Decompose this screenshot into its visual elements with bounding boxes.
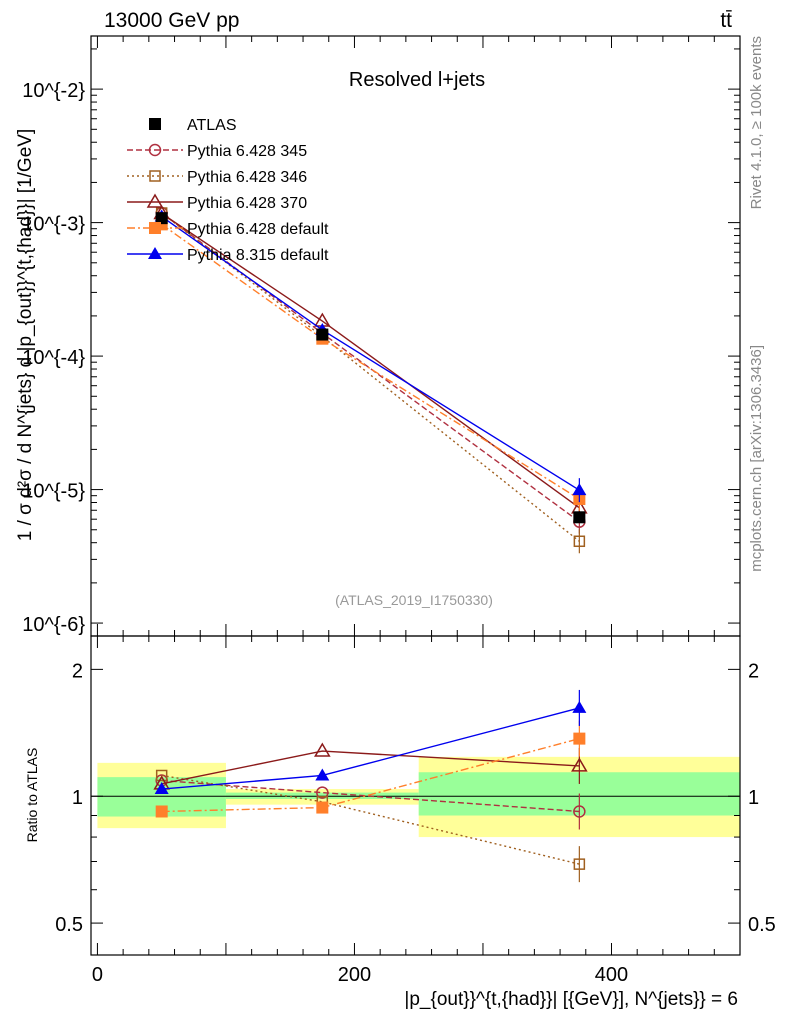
legend-entry: Pythia 6.428 345 (187, 143, 307, 160)
legend-entry: Pythia 6.428 346 (187, 169, 307, 186)
ratio-point-0 (573, 805, 586, 818)
ratio-point-2 (571, 757, 588, 772)
ratio-point-1 (573, 858, 586, 870)
ratio-point-3 (155, 805, 168, 818)
data-point-0 (155, 212, 168, 225)
series-line-4 (161, 223, 580, 500)
data-point-2 (573, 535, 586, 548)
chart-title: Resolved l+jets (349, 69, 485, 91)
legend-marker (148, 247, 162, 259)
legend-marker (148, 143, 162, 157)
ratio-y-axis-title: Ratio to ATLAS (24, 748, 40, 843)
legend-marker (149, 170, 161, 182)
x-tick-label: 400 (595, 964, 628, 986)
process-label: tt̄ (720, 9, 732, 32)
legend-marker (149, 118, 161, 130)
data-point-0 (573, 511, 586, 524)
analysis-id-label: (ATLAS_2019_I1750330) (335, 592, 493, 608)
collision-label: 13000 GeV pp (104, 9, 239, 32)
ratio-y-tick-label: 0.5 (55, 914, 83, 936)
x-axis-title: |p_{out}}^{t,{had}}| [{GeV}], N^{jets}} … (404, 989, 738, 1010)
legend-entry: Pythia 8.315 default (187, 247, 329, 264)
series-line-3 (161, 212, 580, 509)
y-tick-label: 10^{-3} (22, 214, 85, 236)
series-line-2 (161, 212, 580, 542)
ratio-y-tick-label: 0.5 (748, 914, 776, 936)
ratio-point-3 (316, 801, 329, 814)
data-point-5 (572, 483, 587, 496)
ratio-point-4 (315, 768, 330, 781)
mcplots-reference-label: mcplots.cern.ch [arXiv:1306.3436] (748, 345, 765, 572)
legend-entry: Pythia 6.428 default (187, 221, 329, 238)
ratio-point-3 (573, 732, 586, 745)
ratio-plot-frame (90, 635, 741, 956)
y-tick-label: 10^{-4} (22, 347, 85, 369)
ratio-point-0 (316, 786, 329, 799)
legend-marker (149, 222, 161, 234)
ratio-point-1 (155, 769, 168, 782)
ratio-y-tick-label: 2 (748, 660, 759, 682)
y-tick-label: 10^{-6} (22, 614, 85, 636)
main-y-axis-title: 1 / σ d²σ / d N^{jets} d |p_{out}}^{t,{h… (15, 129, 36, 541)
y-tick-label: 10^{-2} (22, 80, 85, 102)
x-tick-label: 0 (92, 964, 103, 986)
ratio-point-2 (314, 742, 331, 757)
x-tick-label: 200 (338, 964, 371, 986)
y-tick-label: 10^{-5} (22, 481, 85, 503)
rivet-version-label: Rivet 4.1.0, ≥ 100k events (748, 36, 765, 209)
ratio-y-tick-label: 2 (72, 660, 83, 682)
ratio-point-4 (154, 782, 169, 795)
legend-entry: Pythia 6.428 370 (187, 195, 307, 212)
legend-entry: ATLAS (187, 117, 237, 134)
ratio-y-tick-label: 1 (72, 787, 83, 809)
legend-marker (146, 193, 164, 208)
data-point-0 (316, 328, 329, 341)
ratio-point-4 (572, 700, 587, 713)
ratio-y-tick-label: 1 (748, 787, 759, 809)
